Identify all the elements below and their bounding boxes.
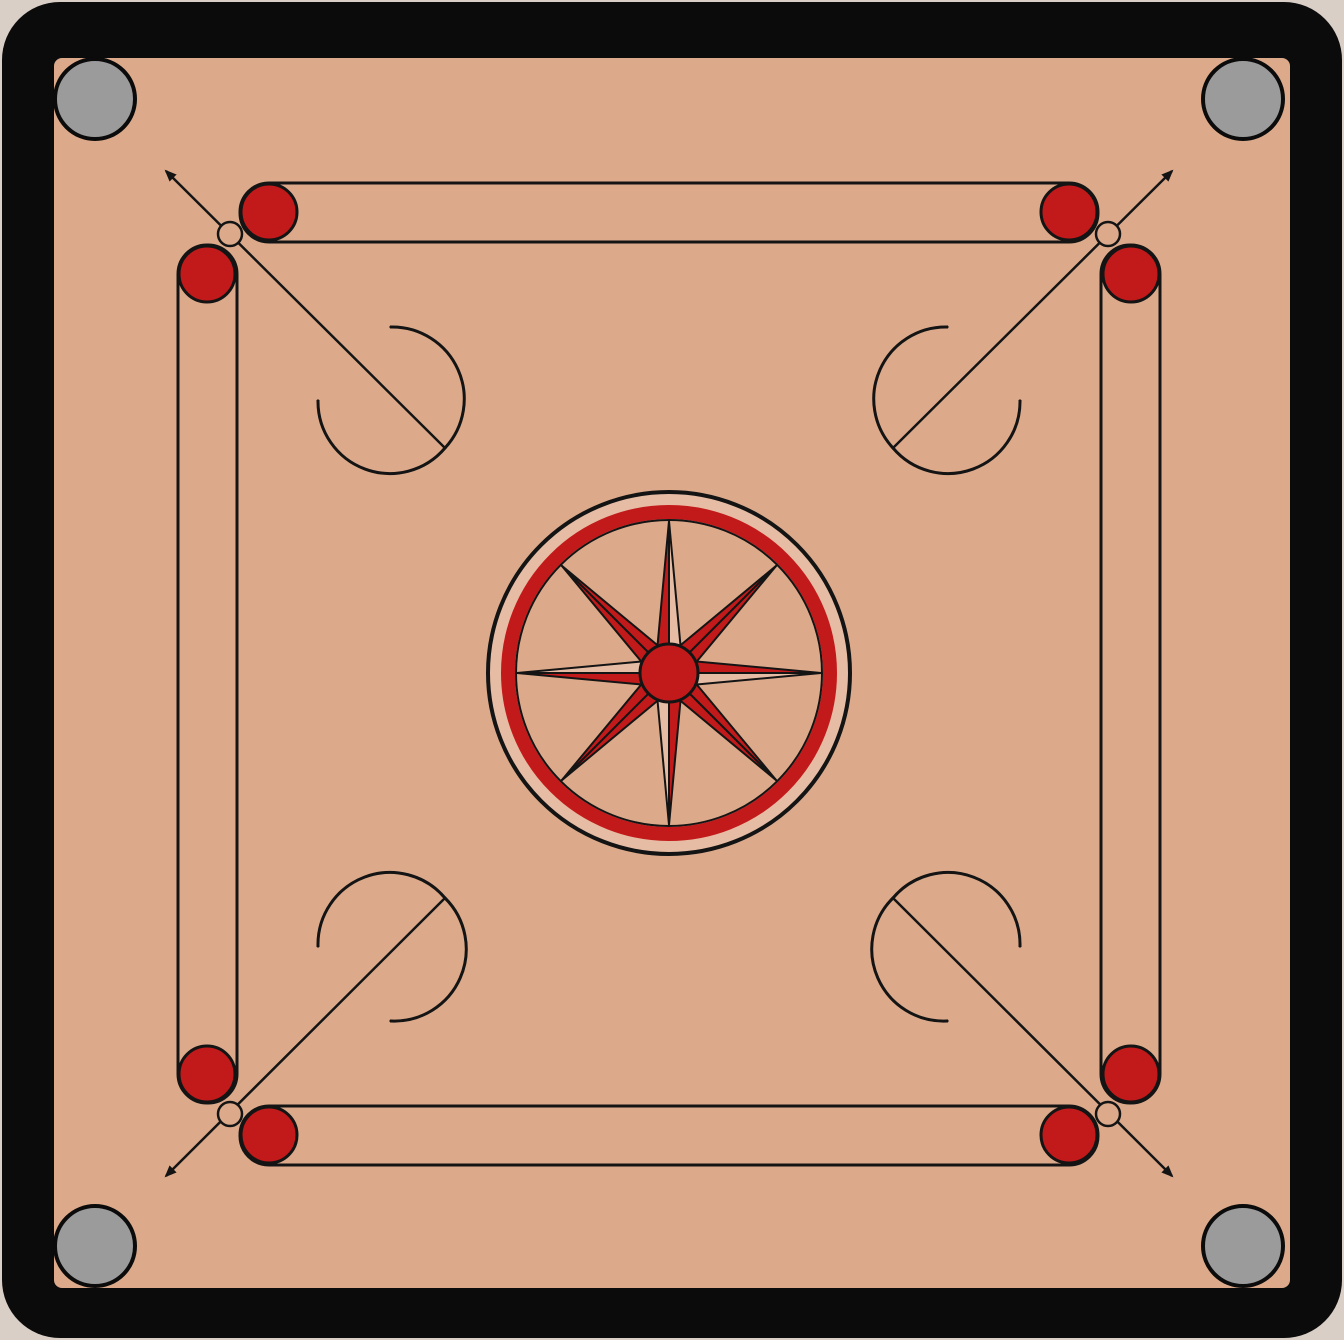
pocket-top-left[interactable] bbox=[53, 57, 137, 141]
baseline-circle bbox=[177, 244, 237, 304]
arc-arrow-bottom-left bbox=[318, 870, 468, 1021]
baselines bbox=[176, 181, 1162, 1167]
arc-arrows bbox=[318, 327, 1020, 1021]
arc-arrow-top-left bbox=[318, 327, 466, 476]
corner-marker bbox=[1094, 220, 1122, 248]
corner-marker bbox=[216, 220, 244, 248]
baseline-top bbox=[238, 181, 1100, 244]
baseline-circle bbox=[1039, 1105, 1099, 1165]
center-star bbox=[516, 520, 822, 826]
baseline-left bbox=[176, 243, 239, 1105]
arc-arrow-top-right bbox=[872, 327, 1020, 476]
baseline-circle bbox=[1101, 244, 1161, 304]
pockets bbox=[53, 57, 1285, 1288]
foul-line-bottom-right bbox=[892, 897, 1174, 1178]
center-rosette bbox=[486, 490, 852, 856]
baseline-circle bbox=[1039, 182, 1099, 242]
foul-line-top-right bbox=[892, 169, 1174, 449]
baseline-right bbox=[1099, 243, 1162, 1105]
pocket-bottom-left[interactable] bbox=[53, 1204, 137, 1288]
baseline-circle bbox=[239, 182, 299, 242]
baseline-circle bbox=[1101, 1044, 1161, 1104]
corner-marker bbox=[1094, 1100, 1122, 1128]
center-spot bbox=[638, 642, 700, 704]
pocket-top-right[interactable] bbox=[1201, 57, 1285, 141]
center-red-ring bbox=[501, 505, 837, 841]
foul-lines bbox=[164, 169, 1174, 1178]
corner-markers bbox=[216, 220, 1122, 1128]
pocket-bottom-right[interactable] bbox=[1201, 1204, 1285, 1288]
baseline-circle bbox=[177, 1044, 237, 1104]
baseline-bottom bbox=[238, 1104, 1100, 1167]
arc-arrow-bottom-right bbox=[870, 870, 1020, 1021]
baseline-circle bbox=[239, 1105, 299, 1165]
foul-line-bottom-left bbox=[164, 897, 446, 1178]
foul-line-top-left bbox=[164, 169, 446, 449]
corner-marker bbox=[216, 1100, 244, 1128]
